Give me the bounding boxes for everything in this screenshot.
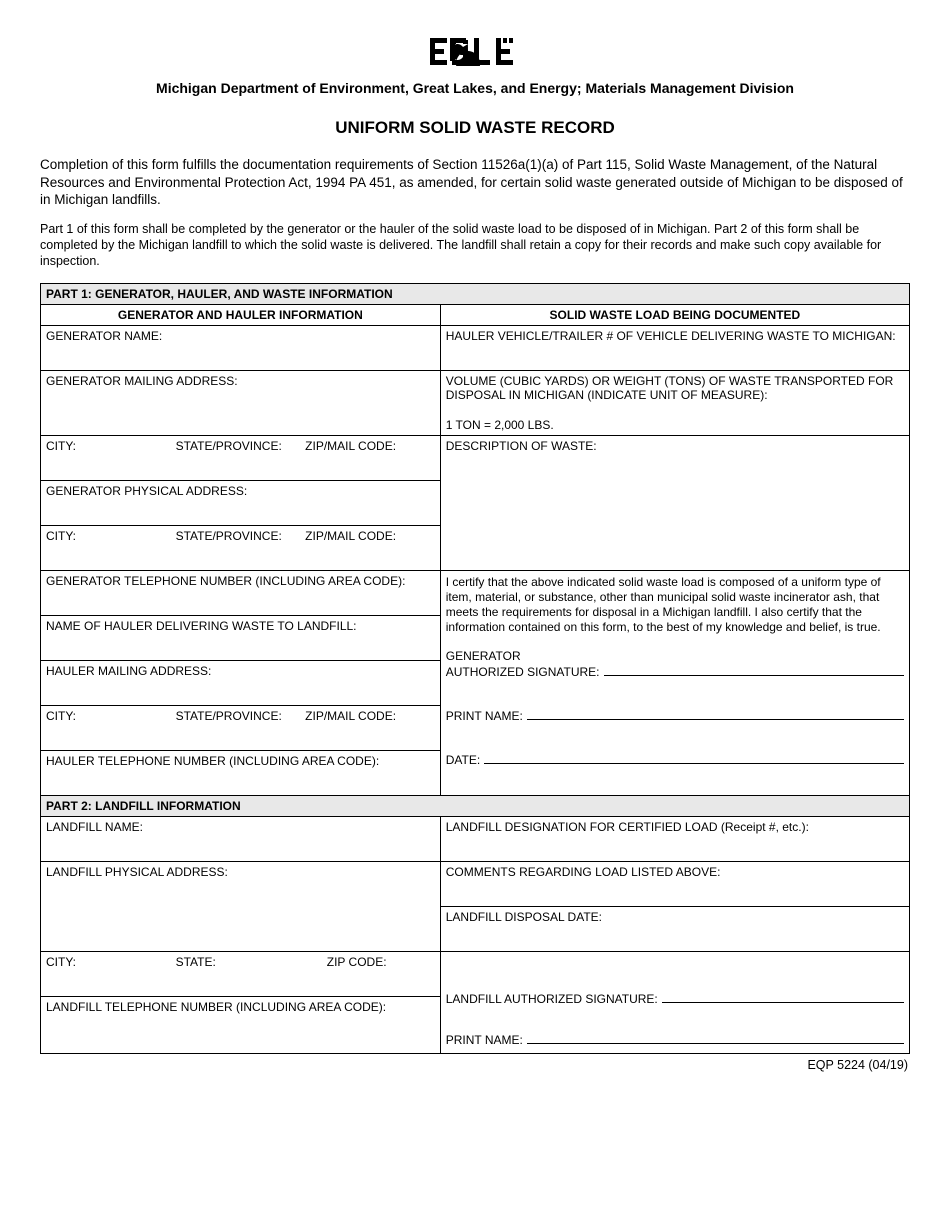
certification-text: I certify that the above indicated solid… [446, 575, 904, 635]
generator-sig-label: GENERATOR [446, 649, 904, 664]
landfill-physical-label: LANDFILL PHYSICAL ADDRESS: [46, 865, 228, 879]
generator-name-label: GENERATOR NAME: [46, 329, 162, 343]
landfill-zip-label: ZIP CODE: [327, 955, 435, 993]
landfill-print-name-line[interactable] [527, 1032, 904, 1044]
part1-header: PART 1: GENERATOR, HAULER, AND WASTE INF… [41, 284, 910, 305]
hauler-name-label: NAME OF HAULER DELIVERING WASTE TO LANDF… [46, 619, 357, 633]
generator-physical-label: GENERATOR PHYSICAL ADDRESS: [46, 484, 247, 498]
disposal-date-label: LANDFILL DISPOSAL DATE: [446, 910, 602, 924]
hauler-city-row[interactable]: CITY: STATE/PROVINCE: ZIP/MAIL CODE: [41, 706, 441, 751]
landfill-designation-label: LANDFILL DESIGNATION FOR CERTIFIED LOAD … [446, 820, 809, 834]
zip-mail-label: ZIP/MAIL CODE: [305, 439, 435, 477]
city-label: CITY: [46, 439, 176, 477]
zip-mail-label-2: ZIP/MAIL CODE: [305, 529, 435, 567]
landfill-physical-cell[interactable]: LANDFILL PHYSICAL ADDRESS: [41, 862, 441, 952]
state-province-label: STATE/PROVINCE: [176, 439, 306, 477]
hauler-vehicle-label: HAULER VEHICLE/TRAILER # OF VEHICLE DELI… [446, 329, 896, 343]
hauler-mailing-cell[interactable]: HAULER MAILING ADDRESS: [41, 661, 441, 706]
generator-name-cell[interactable]: GENERATOR NAME: [41, 326, 441, 371]
comments-cell[interactable]: COMMENTS REGARDING LOAD LISTED ABOVE: [440, 862, 909, 907]
generator-mailing-cell[interactable]: GENERATOR MAILING ADDRESS: [41, 371, 441, 436]
page: Michigan Department of Environment, Grea… [0, 0, 950, 1092]
generator-phone-label: GENERATOR TELEPHONE NUMBER (INCLUDING AR… [46, 574, 405, 588]
zip-mail-label-3: ZIP/MAIL CODE: [305, 709, 435, 747]
landfill-auth-sig-line[interactable] [662, 991, 904, 1003]
landfill-name-cell[interactable]: LANDFILL NAME: [41, 817, 441, 862]
intro-paragraph-2: Part 1 of this form shall be completed b… [40, 221, 910, 270]
hauler-name-cell[interactable]: NAME OF HAULER DELIVERING WASTE TO LANDF… [41, 616, 441, 661]
volume-weight-label: VOLUME (CUBIC YARDS) OR WEIGHT (TONS) OF… [446, 374, 894, 402]
department-line: Michigan Department of Environment, Grea… [40, 80, 910, 96]
hauler-phone-label: HAULER TELEPHONE NUMBER (INCLUDING AREA … [46, 754, 379, 768]
landfill-city-row[interactable]: CITY: STATE: ZIP CODE: [41, 952, 441, 997]
landfill-phone-cell[interactable]: LANDFILL TELEPHONE NUMBER (INCLUDING ARE… [41, 997, 441, 1054]
generator-hauler-subheader: GENERATOR AND HAULER INFORMATION [41, 305, 441, 326]
hauler-phone-cell[interactable]: HAULER TELEPHONE NUMBER (INCLUDING AREA … [41, 751, 441, 796]
certification-cell: I certify that the above indicated solid… [440, 571, 909, 796]
description-waste-cell[interactable]: DESCRIPTION OF WASTE: [440, 436, 909, 571]
comments-label: COMMENTS REGARDING LOAD LISTED ABOVE: [446, 865, 721, 879]
landfill-state-label: STATE: [176, 955, 327, 993]
state-province-label-3: STATE/PROVINCE: [176, 709, 306, 747]
hauler-mailing-label: HAULER MAILING ADDRESS: [46, 664, 211, 678]
description-waste-label: DESCRIPTION OF WASTE: [446, 439, 597, 453]
landfill-auth-sig-label: LANDFILL AUTHORIZED SIGNATURE: [446, 992, 658, 1006]
generator-physical-city-row[interactable]: CITY: STATE/PROVINCE: ZIP/MAIL CODE: [41, 526, 441, 571]
ton-note: 1 TON = 2,000 LBS. [446, 418, 554, 432]
form-title: UNIFORM SOLID WASTE RECORD [40, 118, 910, 138]
waste-load-subheader: SOLID WASTE LOAD BEING DOCUMENTED [440, 305, 909, 326]
volume-weight-cell[interactable]: VOLUME (CUBIC YARDS) OR WEIGHT (TONS) OF… [440, 371, 909, 436]
print-name-label: PRINT NAME: [446, 709, 523, 724]
landfill-phone-label: LANDFILL TELEPHONE NUMBER (INCLUDING ARE… [46, 1000, 386, 1014]
state-province-label-2: STATE/PROVINCE: [176, 529, 306, 567]
egle-logo [430, 38, 520, 66]
generator-mailing-city-row[interactable]: CITY: STATE/PROVINCE: ZIP/MAIL CODE: [41, 436, 441, 481]
print-name-line[interactable] [527, 708, 904, 720]
generator-mailing-label: GENERATOR MAILING ADDRESS: [46, 374, 238, 388]
form-footer: EQP 5224 (04/19) [40, 1058, 910, 1072]
date-line[interactable] [484, 752, 904, 764]
landfill-city-label: CITY: [46, 955, 176, 993]
form-table: PART 1: GENERATOR, HAULER, AND WASTE INF… [40, 283, 910, 1054]
landfill-print-name-label: PRINT NAME: [446, 1033, 523, 1047]
auth-signature-line[interactable] [604, 664, 904, 676]
disposal-date-cell[interactable]: LANDFILL DISPOSAL DATE: [440, 907, 909, 952]
intro-paragraph-1: Completion of this form fulfills the doc… [40, 156, 910, 209]
generator-phone-cell[interactable]: GENERATOR TELEPHONE NUMBER (INCLUDING AR… [41, 571, 441, 616]
landfill-signature-cell: LANDFILL AUTHORIZED SIGNATURE: PRINT NAM… [440, 952, 909, 1054]
date-label: DATE: [446, 753, 480, 768]
auth-signature-label: AUTHORIZED SIGNATURE: [446, 665, 600, 680]
landfill-name-label: LANDFILL NAME: [46, 820, 143, 834]
city-label-3: CITY: [46, 709, 176, 747]
generator-physical-cell[interactable]: GENERATOR PHYSICAL ADDRESS: [41, 481, 441, 526]
hauler-vehicle-cell[interactable]: HAULER VEHICLE/TRAILER # OF VEHICLE DELI… [440, 326, 909, 371]
part2-header: PART 2: LANDFILL INFORMATION [41, 796, 910, 817]
landfill-designation-cell[interactable]: LANDFILL DESIGNATION FOR CERTIFIED LOAD … [440, 817, 909, 862]
city-label-2: CITY: [46, 529, 176, 567]
